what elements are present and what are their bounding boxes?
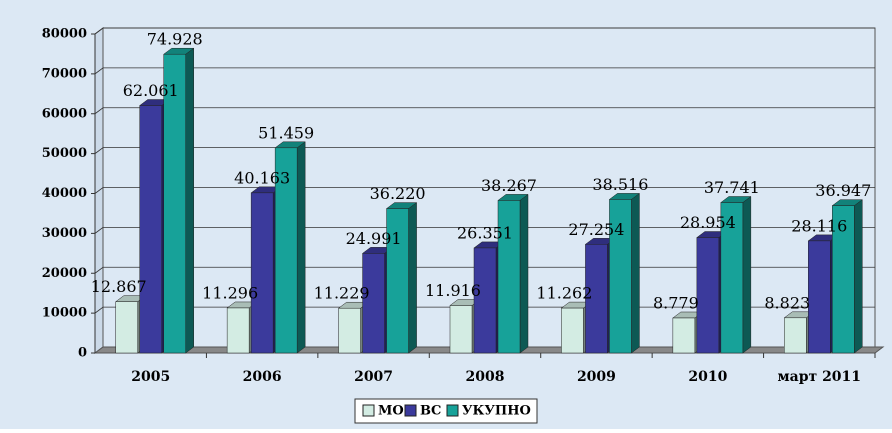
x-tick-label: 2009 — [577, 369, 616, 385]
bar-side — [631, 192, 640, 354]
bar — [831, 199, 864, 354]
bar-side — [742, 196, 752, 354]
x-tick-label: 2007 — [354, 369, 393, 385]
y-tick-label: 80000 — [42, 27, 87, 42]
bar-side — [185, 47, 194, 354]
y-tick-label: 50000 — [42, 146, 87, 161]
bar — [274, 141, 306, 354]
value-label: 38.516 — [592, 175, 648, 194]
bar-side — [408, 202, 417, 354]
grid-line — [94, 27, 875, 35]
legend-label: ВС — [420, 404, 441, 419]
value-label: 27.254 — [568, 220, 624, 239]
y-tick-label: 70000 — [42, 66, 87, 81]
legend-box — [354, 398, 538, 424]
x-tick-label: 2006 — [243, 369, 282, 385]
grid-line — [94, 67, 875, 75]
value-label: 40.163 — [234, 168, 290, 187]
bar-front — [473, 247, 497, 354]
bar-front — [672, 317, 696, 354]
bar-front — [497, 200, 521, 354]
bar-front — [609, 199, 632, 354]
legend-swatch — [362, 404, 375, 417]
bar-front — [139, 105, 162, 354]
value-label: 8.823 — [764, 293, 810, 312]
y-tick-label: 10000 — [42, 306, 87, 321]
bar-side — [854, 199, 863, 354]
value-label: 62.061 — [123, 81, 179, 100]
grid-line — [94, 147, 875, 154]
bar — [162, 47, 195, 354]
value-label: 28.954 — [680, 213, 736, 232]
value-label: 36.220 — [370, 184, 426, 203]
bar-front — [561, 307, 584, 354]
legend-swatch — [446, 404, 459, 417]
value-label: 11.262 — [536, 284, 592, 303]
legend: МО ВС УКУПНО — [354, 398, 538, 424]
value-label: 28.116 — [791, 216, 847, 235]
value-label: 11.296 — [202, 283, 258, 302]
value-label: 51.459 — [258, 123, 314, 142]
y-tick-label: 0 — [78, 346, 87, 361]
bar-front — [449, 305, 473, 354]
value-label: 8.779 — [653, 293, 699, 312]
y-tick-label: 20000 — [42, 266, 87, 281]
value-label: 74.928 — [147, 30, 203, 49]
bar-side — [296, 141, 306, 354]
y-tick-label: 60000 — [42, 106, 87, 121]
bar-front — [362, 253, 385, 354]
bar — [608, 192, 641, 354]
value-label: 11.229 — [314, 284, 370, 303]
bar-side — [519, 193, 529, 354]
legend-label: МО — [378, 404, 404, 419]
value-label: 26.351 — [457, 223, 513, 242]
bar — [385, 202, 418, 354]
value-label: 12.867 — [91, 277, 147, 296]
bar-front — [386, 208, 409, 354]
bar-front — [808, 240, 831, 354]
bar-front — [585, 244, 608, 354]
bar-front — [696, 237, 720, 354]
value-label: 24.991 — [346, 229, 402, 248]
y-tick-label: 30000 — [42, 226, 87, 241]
bar-front — [338, 307, 361, 354]
value-label: 37.741 — [704, 178, 760, 197]
legend-label: УКУПНО — [462, 404, 531, 419]
bar — [497, 193, 529, 354]
bar-front — [720, 202, 744, 354]
bar-front — [274, 147, 298, 354]
bar-front — [250, 192, 274, 354]
value-label: 38.267 — [481, 176, 537, 195]
x-tick-label: 2005 — [131, 369, 170, 385]
bar — [720, 196, 752, 354]
legend-swatch — [404, 404, 417, 417]
bar-front — [832, 205, 855, 354]
x-tick-label: 2008 — [466, 369, 505, 385]
bar-front — [226, 307, 250, 354]
y-tick-label: 40000 — [42, 186, 87, 201]
value-label: 36.947 — [815, 181, 871, 200]
x-tick-label: 2010 — [688, 369, 727, 385]
grid-line — [94, 107, 875, 115]
bar-front — [115, 301, 138, 354]
value-label: 11.916 — [425, 281, 481, 300]
grid-line — [94, 187, 875, 194]
x-tick-label: март 2011 — [778, 369, 862, 385]
bar-front — [163, 53, 186, 354]
bar-front — [784, 317, 807, 354]
